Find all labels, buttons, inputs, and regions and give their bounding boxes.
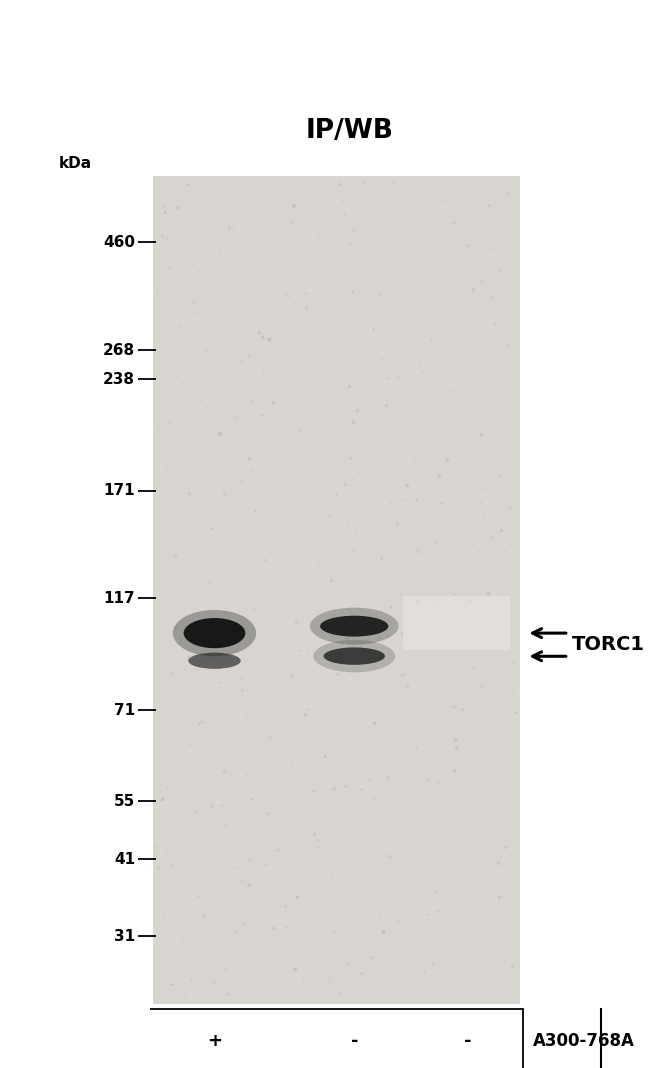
Text: kDa: kDa (58, 156, 92, 171)
Text: 31: 31 (114, 928, 135, 943)
Text: 268: 268 (103, 343, 135, 358)
Text: +: + (207, 1033, 222, 1050)
Text: A300-768A: A300-768A (533, 1033, 635, 1050)
Text: 460: 460 (103, 235, 135, 250)
Text: -: - (350, 1033, 358, 1050)
Text: TORC1: TORC1 (572, 635, 645, 655)
Ellipse shape (188, 653, 240, 669)
Text: 238: 238 (103, 372, 135, 387)
Ellipse shape (310, 608, 398, 645)
Text: 41: 41 (114, 851, 135, 866)
Ellipse shape (324, 647, 385, 664)
Ellipse shape (173, 610, 256, 656)
Ellipse shape (320, 616, 389, 637)
Ellipse shape (313, 640, 395, 673)
Text: 171: 171 (103, 483, 135, 499)
Text: 117: 117 (103, 591, 135, 606)
Text: 55: 55 (114, 794, 135, 808)
Text: IP/WB: IP/WB (306, 119, 393, 144)
Ellipse shape (183, 618, 246, 648)
Text: 71: 71 (114, 703, 135, 718)
Bar (403, 596, 510, 650)
Text: -: - (464, 1033, 472, 1050)
Bar (153, 176, 520, 1004)
